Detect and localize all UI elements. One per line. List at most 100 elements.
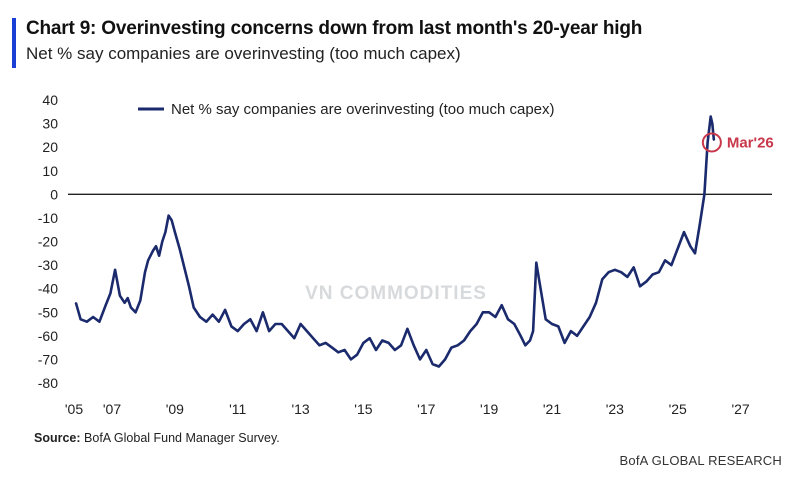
data-point [620,271,622,274]
data-point [683,231,685,233]
y-tick-label: 30 [42,116,58,132]
data-point [570,330,572,332]
x-tick-label: '25 [669,401,687,417]
data-point [412,344,415,347]
data-point [205,320,208,323]
data-point [482,311,484,314]
data-point [98,320,101,323]
legend: Net % say companies are overinvesting (t… [138,101,555,118]
y-tick-label: -50 [38,304,58,320]
x-tick-label: '23 [606,401,624,417]
data-point [123,302,126,304]
data-point [230,325,233,328]
legend-label: Net % say companies are overinvesting (t… [171,101,555,118]
data-point [287,330,289,332]
data-point [362,342,365,344]
data-point [337,351,340,354]
y-tick-label: 10 [42,163,58,179]
data-point [706,141,709,144]
data-point [236,330,239,332]
data-point [255,330,258,332]
data-point [651,273,654,276]
data-point [626,276,629,278]
data-point [224,309,226,311]
y-tick-label: -30 [38,257,58,273]
data-point [262,311,264,314]
data-point [500,304,503,307]
chart-subtitle: Net % say companies are overinvesting (t… [26,44,461,63]
data-point [607,271,610,274]
data-point [144,271,146,274]
data-point [274,323,277,325]
annotation-label: Mar'26 [727,134,774,151]
data-point [535,261,538,264]
data-point [551,323,553,325]
data-point [164,231,167,233]
data-point [475,323,478,325]
data-point [532,330,534,332]
data-point [703,193,706,196]
data-point [119,294,121,297]
source-label: Source: [34,431,81,445]
x-tick-label: '13 [291,401,309,417]
x-tick-label: '07 [103,401,121,417]
data-point [394,349,396,351]
y-tick-label: 40 [42,92,58,108]
data-point [134,311,137,314]
data-point [582,325,585,328]
data-point [75,302,77,304]
y-tick-label: -70 [38,351,58,367]
data-point [293,337,296,340]
data-point [381,339,384,342]
source-note: Source: BofA Global Fund Manager Survey. [34,431,280,445]
data-point [306,330,308,332]
data-point [109,292,112,295]
data-point [419,358,421,361]
y-axis-ticks: 40 30 20 10 0 -10 -20 -30 -40 -50 -60 -70 -80 [38,92,58,391]
data-point [713,139,715,141]
data-point [513,323,516,325]
data-point [318,344,321,347]
data-point [588,316,591,318]
title-accent-bar [12,18,16,68]
data-point [529,339,531,342]
source-text: BofA Global Fund Manager Survey. [84,431,280,445]
x-tick-label: '17 [417,401,435,417]
series-line [74,115,716,368]
data-point [192,306,195,309]
data-point [249,318,252,321]
data-point [709,115,712,118]
data-point [343,349,346,351]
annotations-group: Mar'26 [701,132,774,153]
data-point [155,245,157,247]
data-point [104,304,107,307]
data-point [670,264,673,266]
data-point [444,358,446,361]
data-point [324,342,327,344]
data-point [280,323,283,325]
data-point [178,247,181,250]
data-point [698,224,701,226]
x-tick-label: '27 [731,401,749,417]
data-point [519,335,522,337]
data-point [601,278,604,281]
data-point [664,259,666,262]
data-point [469,330,472,332]
data-point [356,353,358,356]
data-point [170,219,173,222]
data-point [406,328,409,330]
y-tick-label: -40 [38,281,58,297]
data-point [211,313,214,316]
x-tick-label: '19 [480,401,498,417]
data-point [544,318,547,321]
data-point [595,302,597,304]
y-tick-label: 20 [42,139,58,155]
data-point [425,349,428,351]
data-point [126,297,129,299]
data-point [576,335,578,337]
data-point [161,240,164,243]
data-point [632,266,635,269]
series-group [74,115,716,368]
x-tick-label: '05 [65,401,83,417]
